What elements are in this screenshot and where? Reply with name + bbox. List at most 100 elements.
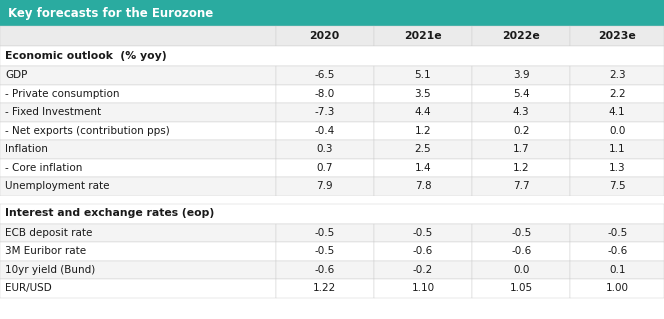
Text: 2.3: 2.3	[609, 70, 625, 80]
Text: 0.3: 0.3	[317, 144, 333, 154]
Bar	[472, 140, 570, 159]
Text: 7.7: 7.7	[513, 181, 530, 191]
Bar	[0, 224, 276, 242]
Bar	[276, 224, 374, 242]
Text: 10yr yield (Bund): 10yr yield (Bund)	[5, 265, 95, 275]
Text: 2.5: 2.5	[414, 144, 432, 154]
Bar	[472, 85, 570, 103]
Text: 2023e: 2023e	[598, 31, 636, 41]
Text: GDP: GDP	[5, 70, 27, 80]
Text: 2.2: 2.2	[609, 89, 625, 99]
Text: 0.0: 0.0	[609, 126, 625, 136]
Bar	[0, 122, 276, 140]
Bar	[276, 177, 374, 196]
Bar	[0, 140, 276, 159]
Bar	[570, 224, 664, 242]
Bar	[570, 122, 664, 140]
Bar	[0, 0, 664, 26]
Text: 7.9: 7.9	[316, 181, 333, 191]
Text: 1.2: 1.2	[513, 163, 530, 173]
Text: 2022e: 2022e	[503, 31, 540, 41]
Text: -0.6: -0.6	[315, 265, 335, 275]
Text: -0.5: -0.5	[315, 228, 335, 238]
Text: 0.1: 0.1	[609, 265, 625, 275]
Bar	[276, 140, 374, 159]
Text: 1.10: 1.10	[412, 283, 434, 293]
Text: Inflation: Inflation	[5, 144, 48, 154]
Bar	[374, 261, 472, 279]
Bar	[0, 66, 276, 85]
Text: 1.7: 1.7	[513, 144, 530, 154]
Bar	[570, 103, 664, 122]
Text: -0.5: -0.5	[413, 228, 433, 238]
Bar	[276, 66, 374, 85]
Bar	[0, 177, 276, 196]
Bar	[0, 85, 276, 103]
Text: -0.6: -0.6	[511, 246, 531, 256]
Text: 0.2: 0.2	[513, 126, 529, 136]
Text: 7.5: 7.5	[609, 181, 625, 191]
Text: 1.1: 1.1	[609, 144, 625, 154]
Text: 3.5: 3.5	[414, 89, 432, 99]
Bar	[374, 26, 472, 46]
Text: 2021e: 2021e	[404, 31, 442, 41]
Text: 4.3: 4.3	[513, 107, 530, 117]
Bar	[374, 177, 472, 196]
Bar	[472, 159, 570, 177]
Text: -0.6: -0.6	[413, 246, 433, 256]
Text: - Core inflation: - Core inflation	[5, 163, 82, 173]
Bar	[570, 261, 664, 279]
Bar	[374, 279, 472, 298]
Bar	[570, 177, 664, 196]
Bar	[0, 26, 276, 46]
Text: -6.5: -6.5	[315, 70, 335, 80]
Text: -0.5: -0.5	[607, 228, 627, 238]
Bar	[0, 159, 276, 177]
Bar	[570, 26, 664, 46]
Bar	[472, 122, 570, 140]
Bar	[276, 159, 374, 177]
Text: - Fixed Investment: - Fixed Investment	[5, 107, 101, 117]
Text: Interest and exchange rates (eop): Interest and exchange rates (eop)	[5, 209, 214, 219]
Bar	[0, 279, 276, 298]
Text: 3M Euribor rate: 3M Euribor rate	[5, 246, 86, 256]
Bar	[276, 26, 374, 46]
Bar	[276, 85, 374, 103]
Bar	[472, 242, 570, 261]
Bar	[0, 196, 664, 204]
Bar	[472, 177, 570, 196]
Text: 0.7: 0.7	[317, 163, 333, 173]
Bar	[374, 85, 472, 103]
Text: 2020: 2020	[309, 31, 340, 41]
Text: 5.4: 5.4	[513, 89, 530, 99]
Bar	[0, 103, 276, 122]
Text: -7.3: -7.3	[315, 107, 335, 117]
Text: -8.0: -8.0	[315, 89, 335, 99]
Text: Key forecasts for the Eurozone: Key forecasts for the Eurozone	[8, 6, 213, 19]
Text: -0.2: -0.2	[413, 265, 433, 275]
Bar	[472, 103, 570, 122]
Bar	[0, 261, 276, 279]
Text: Economic outlook  (% yoy): Economic outlook (% yoy)	[5, 51, 167, 61]
Text: -0.5: -0.5	[315, 246, 335, 256]
Text: Unemployment rate: Unemployment rate	[5, 181, 110, 191]
Bar	[472, 261, 570, 279]
Bar	[570, 279, 664, 298]
Text: 1.3: 1.3	[609, 163, 625, 173]
Bar	[0, 46, 664, 66]
Bar	[570, 159, 664, 177]
Text: -0.4: -0.4	[315, 126, 335, 136]
Bar	[570, 242, 664, 261]
Bar	[276, 122, 374, 140]
Bar	[374, 140, 472, 159]
Bar	[0, 242, 276, 261]
Text: -0.6: -0.6	[607, 246, 627, 256]
Bar	[472, 224, 570, 242]
Text: 4.4: 4.4	[414, 107, 432, 117]
Bar	[374, 103, 472, 122]
Bar	[570, 66, 664, 85]
Text: 1.4: 1.4	[414, 163, 432, 173]
Text: 1.05: 1.05	[510, 283, 533, 293]
Bar	[374, 159, 472, 177]
Text: 1.22: 1.22	[313, 283, 337, 293]
